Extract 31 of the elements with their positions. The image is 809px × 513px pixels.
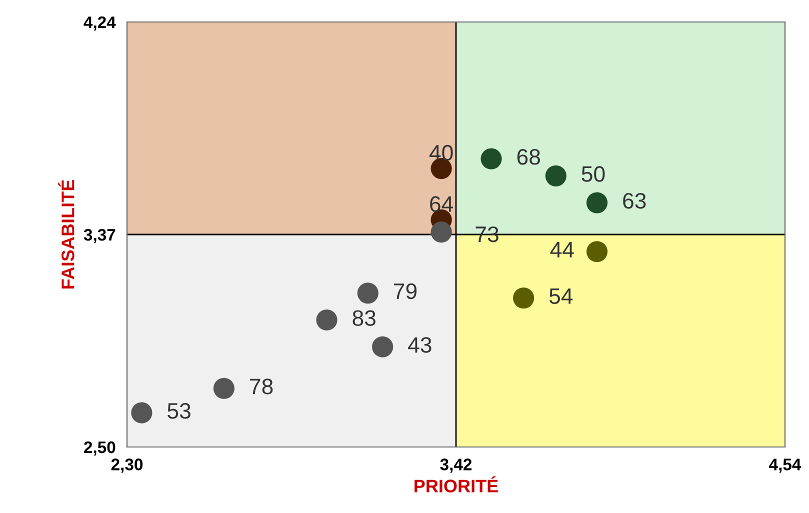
y-tick-label: 2,50 — [84, 441, 116, 456]
y-tick-label: 3,37 — [84, 228, 116, 244]
annotation: 64 — [430, 196, 454, 212]
y-tick-label: 4,24 — [84, 16, 116, 31]
annotation: 50 — [582, 166, 605, 182]
annotation: 83 — [352, 310, 376, 326]
point — [357, 282, 378, 304]
point — [545, 165, 566, 186]
y-axis-title: FAISABILITÉ — [58, 180, 74, 288]
annotation: 44 — [550, 242, 574, 258]
point — [586, 192, 608, 214]
annotation: 78 — [250, 378, 273, 394]
x-tick-label: 3,42 — [440, 458, 472, 473]
x-tick-label: 2,30 — [111, 458, 143, 473]
annotation: 68 — [517, 149, 540, 165]
annotation: 40 — [429, 144, 453, 161]
x-tick-label: 4,54 — [769, 458, 802, 473]
point — [372, 336, 394, 358]
annotation: 63 — [623, 192, 646, 209]
point — [586, 241, 608, 262]
point — [430, 222, 452, 243]
x-axis-title: PRIORITÉ — [414, 476, 498, 492]
point — [513, 287, 534, 309]
annotation: 54 — [549, 288, 573, 304]
point — [213, 378, 234, 399]
annotation: 53 — [168, 403, 190, 419]
annotation: 79 — [394, 283, 417, 300]
point — [480, 148, 502, 170]
annotation: 43 — [408, 337, 432, 353]
point — [131, 402, 152, 424]
point — [316, 309, 338, 331]
